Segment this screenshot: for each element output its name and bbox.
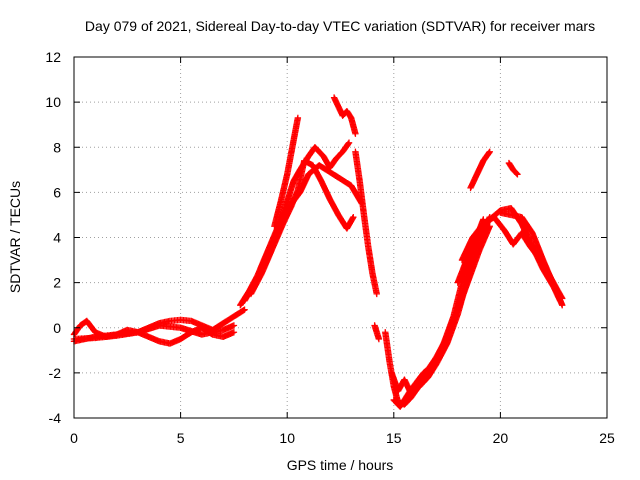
series-late-peak bbox=[467, 148, 493, 192]
x-tick-label: 10 bbox=[279, 430, 295, 446]
y-tick-label: 12 bbox=[45, 49, 61, 65]
y-tick-label: 4 bbox=[53, 230, 61, 246]
series-pass-c-early bbox=[70, 322, 238, 343]
data-point bbox=[294, 114, 302, 122]
data-point bbox=[230, 329, 238, 336]
series-late-arc-a bbox=[454, 204, 564, 304]
y-tick-label: 10 bbox=[45, 94, 61, 110]
data-point bbox=[345, 139, 353, 146]
data-point bbox=[352, 130, 359, 137]
y-tick-label: 0 bbox=[53, 320, 61, 336]
data-point bbox=[486, 148, 493, 155]
x-tick-label: 25 bbox=[599, 430, 615, 446]
data-point bbox=[513, 170, 520, 177]
x-tick-label: 20 bbox=[493, 430, 509, 446]
data-point bbox=[241, 306, 248, 313]
x-tick-label: 0 bbox=[70, 430, 78, 446]
data-point bbox=[373, 290, 380, 298]
y-tick-label: 6 bbox=[53, 184, 61, 200]
data-points bbox=[70, 94, 566, 410]
series-descent bbox=[352, 148, 380, 298]
series-drop-short bbox=[371, 322, 383, 343]
axis-ticks: 0 5 10 15 20 25 -4 -2 0 2 4 6 8 10 12 bbox=[45, 49, 615, 446]
series-late-blip bbox=[505, 159, 521, 178]
data-point bbox=[514, 171, 521, 178]
x-tick-label: 5 bbox=[177, 430, 185, 446]
y-axis-label: SDTVAR / TECUs bbox=[7, 181, 23, 293]
series-high-arc bbox=[330, 94, 359, 137]
chart-title: Day 079 of 2021, Sidereal Day-to-day VTE… bbox=[85, 18, 595, 34]
data-point bbox=[559, 301, 566, 309]
x-tick-label: 15 bbox=[386, 430, 402, 446]
series-spike bbox=[271, 114, 302, 230]
y-tick-label: 8 bbox=[53, 139, 61, 155]
y-tick-label: 2 bbox=[53, 275, 61, 291]
x-axis-label: GPS time / hours bbox=[287, 457, 394, 473]
y-tick-label: -2 bbox=[49, 365, 62, 381]
data-point bbox=[230, 322, 238, 329]
y-tick-label: -4 bbox=[49, 410, 62, 426]
series-late-bridge bbox=[497, 209, 566, 309]
data-point bbox=[375, 335, 383, 343]
series-rise-3 bbox=[247, 157, 357, 298]
data-point bbox=[350, 213, 357, 221]
